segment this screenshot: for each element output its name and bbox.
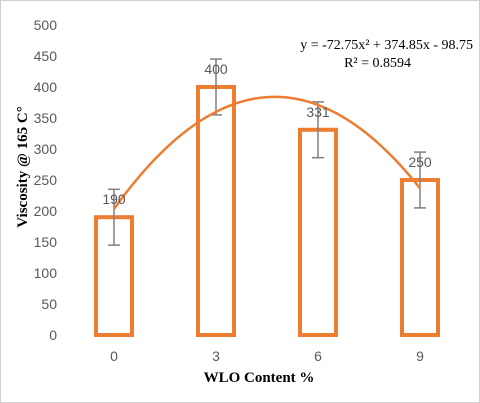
x-tick-label: 0 [110,348,118,364]
x-axis-ticks: 0 3 6 9 [110,348,424,364]
y-tick-label: 400 [34,79,58,95]
polynomial-trendline [112,95,421,210]
y-tick-label: 100 [34,265,58,281]
data-label: 250 [408,154,432,170]
bar [196,85,236,337]
data-labels: 190 400 331 250 [102,61,432,207]
x-tick-label: 3 [212,348,220,364]
error-bars [108,58,426,246]
y-tick-label: 50 [41,296,57,312]
data-label: 400 [204,61,228,77]
y-axis-ticks: 0 50 100 150 200 250 300 350 400 450 500 [34,17,58,343]
y-tick-label: 300 [34,141,58,157]
trendline-r2: R² = 0.8594 [344,56,411,71]
data-label: 190 [102,191,126,207]
y-tick-label: 250 [34,172,58,188]
x-axis-title: WLO Content % [204,370,315,386]
y-tick-label: 150 [34,234,58,250]
bar-series [94,85,440,337]
y-tick-label: 200 [34,203,58,219]
data-label: 331 [306,104,330,120]
trendline-equation: y = -72.75x² + 374.85x - 98.75 [300,38,473,53]
y-tick-label: 450 [34,48,58,64]
y-tick-label: 500 [34,17,58,33]
x-tick-label: 9 [416,348,424,364]
y-axis-title: Viscosity @ 165 C° [15,106,31,227]
x-tick-label: 6 [314,348,322,364]
y-tick-label: 0 [49,327,57,343]
y-tick-label: 350 [34,110,58,126]
bar [298,127,338,337]
